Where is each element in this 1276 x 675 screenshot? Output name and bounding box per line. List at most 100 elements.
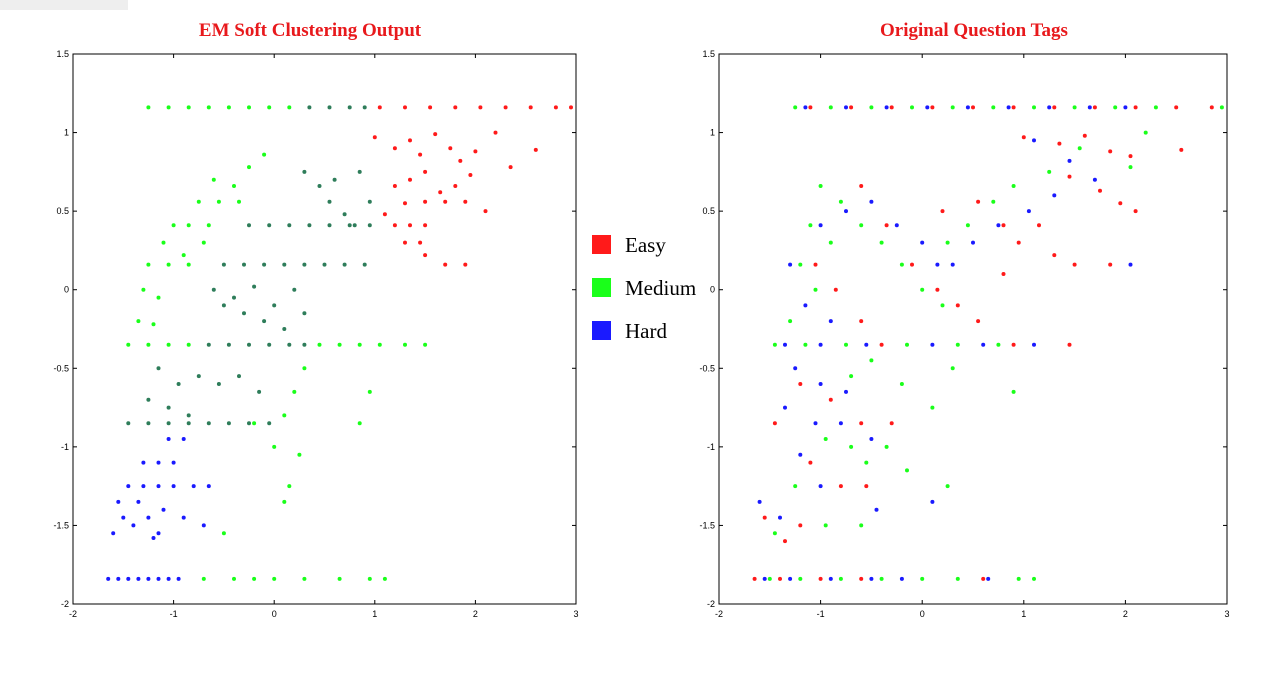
- data-point: [216, 382, 221, 386]
- data-point: [297, 452, 302, 457]
- data-point: [176, 576, 181, 581]
- data-point: [1108, 149, 1113, 154]
- data-point: [146, 397, 151, 402]
- data-point: [307, 105, 312, 110]
- data-point: [950, 262, 955, 267]
- data-point: [156, 366, 161, 371]
- legend-swatch-easy: [592, 235, 611, 254]
- data-point: [1077, 146, 1082, 151]
- data-point: [869, 437, 874, 441]
- data-point: [838, 199, 843, 204]
- data-point: [528, 105, 533, 110]
- data-point: [879, 576, 884, 581]
- data-point: [362, 105, 367, 110]
- legend-swatch-hard: [592, 321, 611, 340]
- data-point: [287, 223, 292, 228]
- data-point: [433, 132, 438, 137]
- data-point: [121, 515, 126, 520]
- data-point: [232, 295, 236, 300]
- data-point: [930, 105, 935, 110]
- data-point: [1011, 342, 1016, 347]
- data-point: [808, 223, 813, 228]
- data-point: [996, 342, 1001, 347]
- data-point: [171, 460, 176, 465]
- data-point: [1021, 135, 1026, 140]
- data-point: [493, 130, 498, 135]
- data-point: [1052, 253, 1057, 258]
- data-point: [367, 223, 372, 228]
- data-point: [930, 405, 935, 410]
- data-point: [991, 105, 996, 110]
- data-point: [141, 460, 146, 465]
- data-point: [976, 199, 981, 204]
- data-point: [864, 342, 869, 347]
- data-point: [981, 342, 986, 347]
- data-point: [352, 223, 357, 228]
- data-point: [403, 105, 407, 110]
- data-point: [828, 105, 833, 110]
- data-point: [206, 421, 211, 426]
- data-point: [136, 499, 141, 504]
- data-point: [971, 105, 975, 110]
- data-point: [186, 105, 191, 110]
- data-point: [448, 146, 453, 151]
- y-tick-label: -1: [707, 442, 715, 452]
- data-point: [302, 169, 307, 174]
- data-point: [1011, 105, 1016, 110]
- x-tick-label: 3: [1224, 609, 1229, 619]
- data-point: [156, 295, 161, 300]
- data-point: [1128, 165, 1133, 170]
- data-point: [1209, 105, 1214, 110]
- data-point: [211, 287, 216, 292]
- data-point: [981, 576, 986, 581]
- data-point: [247, 223, 251, 228]
- data-point: [267, 421, 272, 426]
- data-point: [423, 223, 428, 228]
- data-point: [1108, 262, 1113, 267]
- data-point: [146, 342, 151, 347]
- data-point: [327, 105, 332, 110]
- data-point: [1052, 193, 1057, 198]
- data-point: [1072, 262, 1077, 267]
- data-point: [382, 576, 387, 581]
- series-medium: [126, 105, 428, 581]
- x-tick-label: 3: [573, 609, 578, 619]
- data-point: [1001, 223, 1006, 228]
- data-point: [267, 105, 272, 110]
- legend: Easy Medium Hard: [592, 233, 696, 343]
- data-point: [201, 523, 206, 528]
- data-point: [423, 199, 428, 204]
- data-point: [327, 199, 332, 204]
- y-tick-label: -0.5: [699, 363, 715, 373]
- data-point: [859, 576, 864, 581]
- data-point: [126, 576, 131, 581]
- data-point: [1098, 188, 1102, 193]
- data-point: [403, 201, 407, 206]
- data-point: [823, 437, 828, 441]
- data-point: [1047, 105, 1052, 110]
- data-point: [367, 389, 372, 394]
- data-point: [282, 327, 287, 331]
- data-point: [1011, 389, 1016, 394]
- data-point: [757, 499, 762, 504]
- data-point: [823, 523, 828, 528]
- data-point: [332, 177, 337, 182]
- data-point: [920, 287, 925, 292]
- y-tick-label: 0.5: [702, 206, 715, 216]
- data-point: [252, 284, 257, 289]
- data-point: [478, 105, 483, 110]
- data-point: [357, 342, 362, 347]
- data-point: [267, 223, 272, 228]
- data-point: [778, 576, 782, 581]
- data-point: [925, 105, 930, 110]
- data-point: [803, 342, 808, 347]
- data-point: [838, 421, 843, 426]
- data-point: [783, 539, 787, 544]
- data-point: [146, 421, 151, 426]
- plot-frame: [72, 53, 577, 605]
- data-point: [930, 342, 935, 347]
- data-point: [221, 303, 226, 308]
- data-point: [242, 311, 246, 316]
- data-point: [226, 342, 231, 347]
- data-point: [783, 342, 787, 347]
